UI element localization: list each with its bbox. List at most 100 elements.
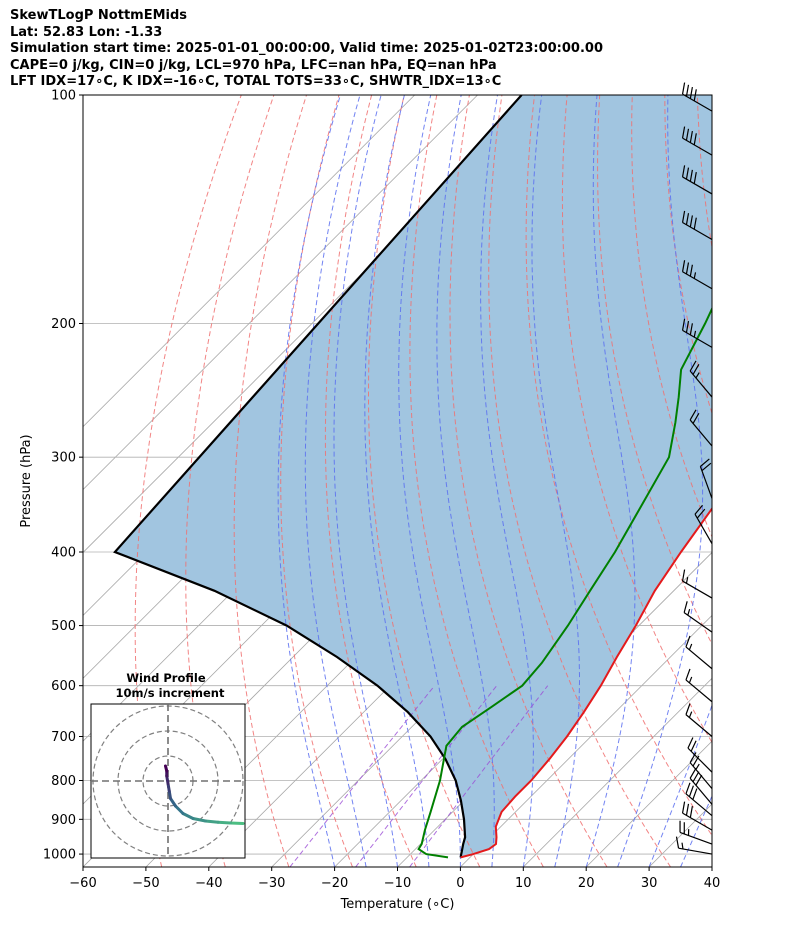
hodograph-title: Wind Profile [126,671,206,685]
dry-adiabat [730,95,794,867]
dry-adiabat [763,95,794,867]
hodograph-trace-segment [174,804,185,815]
moist-adiabat [648,703,712,867]
y-tick-label: 700 [51,730,76,745]
x-tick-label: 20 [578,876,595,891]
parcel-profile-line [113,95,523,858]
cape-line: CAPE=0 j/kg, CIN=0 j/kg, LCL=970 hPa, LF… [10,57,497,73]
wind-barb [694,504,713,544]
y-tick-label: 600 [51,679,76,694]
wind-barb [679,820,713,845]
isotherm-line [711,866,712,867]
mixing-ratio-line [355,685,498,867]
isotherm-line [83,95,478,491]
mixing-ratio-line [289,685,435,867]
dry-adiabat [280,95,353,867]
wind-barb [689,767,713,805]
dry-adiabat [324,95,417,867]
dry-adiabat [597,95,712,646]
dry-adiabat [664,95,712,415]
moist-adiabat [364,95,430,867]
profile-lines [113,95,712,859]
index-line: LFT IDX=17∘C, K IDX=-16∘C, TOTAL TOTS=33… [10,74,502,89]
wind-barb [685,782,713,817]
wind-barb [685,703,713,737]
hodograph-trace-segment [204,819,220,824]
x-tick-label: −30 [258,876,285,891]
dry-adiabat [449,95,608,867]
wind-barb [675,836,713,855]
x-tick-label: 40 [704,876,721,891]
x-tick-label: −40 [195,876,222,891]
dry-adiabat [233,95,307,867]
hodograph-trace-segment [191,817,207,823]
wind-barb [685,668,713,703]
time-line: Simulation start time: 2025-01-01_00:00:… [10,41,603,56]
dry-adiabat [409,95,544,867]
moist-adiabat [617,95,704,867]
y-tick-label: 500 [51,619,76,634]
moist-adiabat [436,95,495,867]
wind-barb [681,318,713,348]
wind-barb [683,601,713,633]
dry-adiabat [488,95,672,867]
moist-adiabat [680,794,712,867]
wind-barb [689,360,713,398]
moist-adiabat [585,95,636,867]
wind-barb [681,165,713,195]
isotherm-line [83,95,415,428]
y-tick-label: 200 [51,317,76,332]
wind-barb [699,458,713,499]
chart-title: SkewTLogP NottmEMids [10,8,188,23]
dry-adiabat [525,95,712,837]
moist-adiabat [304,95,367,867]
dewpoint-line [417,306,712,859]
y-tick-label: 100 [51,89,76,104]
x-tick-label: 10 [515,876,532,891]
wind-barb [681,210,713,240]
dry-adiabat [561,95,712,744]
moist-adiabat [398,95,461,867]
cin-shading [114,95,712,858]
y-tick-label: 900 [51,813,76,828]
y-tick-label: 1000 [43,848,76,863]
wind-barb [681,801,713,831]
location-line: Lat: 52.83 Lon: -1.33 [10,24,163,40]
mixing-ratio-line [409,685,549,867]
moist-adiabat [333,95,398,867]
temperature-line [460,507,712,859]
moist-adiabat [711,865,712,867]
hodograph-trace-segment [164,764,169,773]
chart-header: SkewTLogP NottmEMids Lat: 52.83 Lon: -1.… [10,8,603,91]
y-tick-label: 800 [51,774,76,789]
wind-barb [681,569,713,599]
isotherm-line [460,614,712,867]
wind-barbs [675,82,713,855]
x-tick-label: 0 [456,876,464,891]
x-tick-label: −50 [132,876,159,891]
cape-cin-shading [114,95,712,858]
x-tick-label: 30 [641,876,658,891]
x-axis-label: Temperature (∘C) [340,897,455,912]
wind-barb [689,409,713,447]
axes: −60 −50 −40 −30 −20 −10 0 10 20 30 40 1000 900 800 700… [43,89,720,892]
wind-barb [685,635,713,670]
wind-barb [689,752,713,790]
x-tick-label: −10 [384,876,411,891]
hodograph-subtitle: 10m/s increment [116,686,225,700]
moist-adiabats [277,95,712,867]
hodograph-trace-segment [216,820,232,825]
wind-barb [687,737,713,773]
wind-barb [681,260,713,290]
hodograph-trace-segment [229,821,245,825]
x-tick-label: −60 [69,876,96,891]
isotherm-line [523,677,712,867]
x-tick-label: −20 [321,876,348,891]
moist-adiabat [480,95,534,867]
hodograph-trace-segment [181,812,195,820]
moist-adiabat [277,95,341,867]
y-tick-label: 400 [51,546,76,561]
y-tick-label: 300 [51,451,76,466]
